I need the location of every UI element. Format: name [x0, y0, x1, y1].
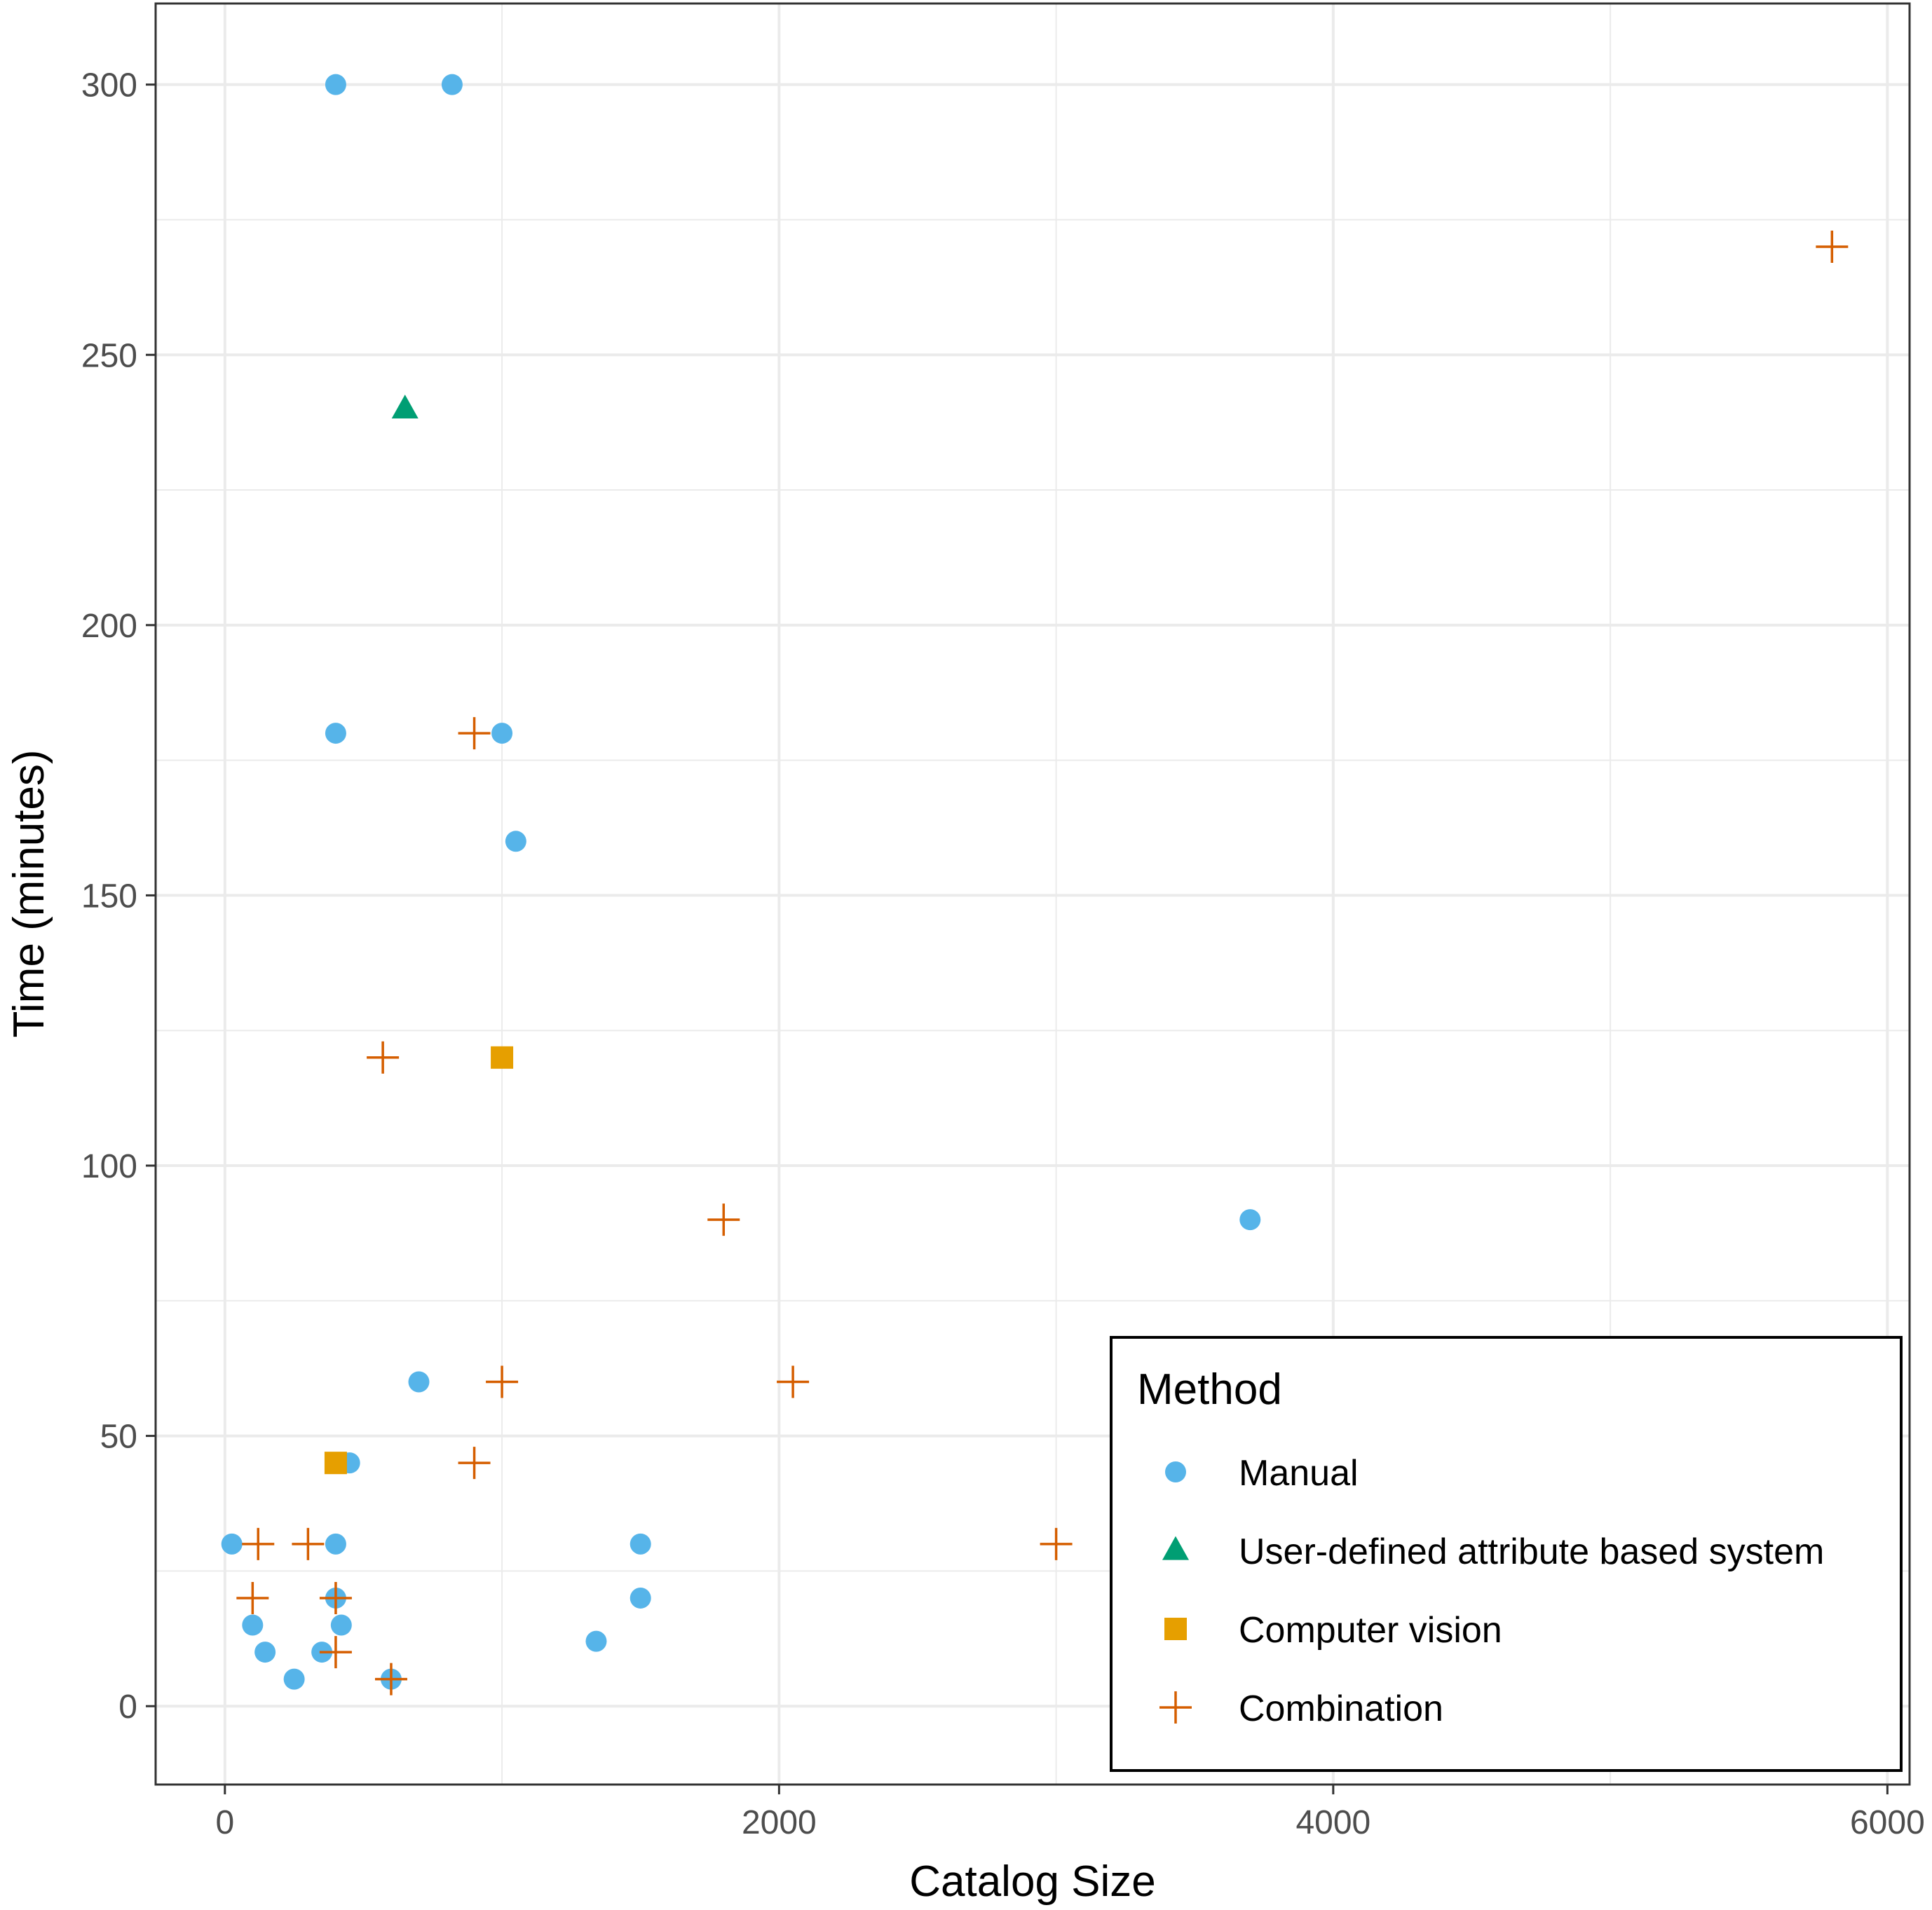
legend-label-combination: Combination	[1239, 1689, 1443, 1729]
manual-point	[1239, 1209, 1261, 1231]
combination-point	[1040, 1527, 1073, 1560]
legend-key-computer-vision	[1164, 1618, 1187, 1640]
manual-point	[491, 723, 513, 744]
legend-items: Manual User-defined attribute based syste…	[1159, 1453, 1824, 1729]
plot-panel-border	[154, 2, 1911, 1786]
x-tick-label: 4000	[1295, 1804, 1370, 1841]
manual-point	[221, 1533, 243, 1555]
combination-point	[374, 1663, 407, 1696]
manual-point	[325, 1533, 346, 1555]
x-axis-ticks: 0 2000 4000 6000	[215, 1785, 1925, 1841]
legend-key-manual	[1165, 1461, 1186, 1482]
manual-point	[585, 1630, 607, 1652]
legend-key-user-defined-attribute-based-system	[1162, 1536, 1189, 1560]
manual-point	[330, 1614, 352, 1636]
combination-point	[1816, 231, 1849, 264]
combination-point	[236, 1581, 269, 1614]
combination-point	[292, 1527, 325, 1560]
manual-point	[325, 74, 346, 95]
legend-title: Method	[1137, 1365, 1282, 1414]
combination-point	[458, 717, 491, 750]
legend: Method Manual User-defined attribute base…	[1110, 1336, 1903, 1772]
y-tick-label: 150	[81, 878, 137, 915]
manual-point	[254, 1642, 276, 1663]
x-tick-label: 0	[215, 1804, 234, 1841]
manual-point	[441, 74, 463, 95]
y-tick-label: 300	[81, 67, 137, 104]
manual-point	[242, 1614, 264, 1636]
grid-major	[156, 4, 1910, 1785]
legend-label-manual: Manual	[1239, 1453, 1359, 1494]
legend-label-computer-vision: Computer vision	[1239, 1610, 1502, 1651]
combination-point	[242, 1527, 275, 1560]
y-axis-ticks: 0 50 100 150 200 250 300	[81, 67, 156, 1726]
y-tick-label: 50	[100, 1419, 137, 1456]
combination-point	[319, 1636, 352, 1669]
data-points	[221, 74, 1849, 1696]
x-tick-label: 6000	[1850, 1804, 1925, 1841]
y-tick-label: 250	[81, 337, 137, 374]
combination-point	[458, 1447, 491, 1480]
x-tick-label: 2000	[742, 1804, 817, 1841]
combination-point	[486, 1365, 519, 1398]
x-axis-title: Catalog Size	[909, 1857, 1156, 1906]
manual-point	[505, 831, 526, 852]
manual-point	[408, 1371, 430, 1393]
y-axis-title: Time (minutes)	[5, 749, 53, 1037]
user-defined-attribute-based-system-point	[391, 394, 419, 418]
y-tick-label: 100	[81, 1148, 137, 1185]
y-tick-label: 200	[81, 608, 137, 645]
manual-point	[283, 1668, 305, 1690]
manual-point	[325, 723, 346, 744]
legend-box	[1110, 1336, 1903, 1772]
legend-label-user-defined-attribute-based-system: User-defined attribute based system	[1239, 1532, 1824, 1572]
computer-vision-point	[324, 1452, 347, 1475]
computer-vision-point	[491, 1046, 514, 1069]
combination-point	[319, 1581, 352, 1614]
manual-point	[630, 1533, 651, 1555]
combination-point	[777, 1365, 810, 1398]
legend-key-combination	[1159, 1691, 1192, 1724]
y-tick-label: 0	[118, 1689, 137, 1726]
combination-point	[367, 1041, 400, 1074]
combination-point	[707, 1203, 740, 1236]
manual-point	[630, 1587, 651, 1609]
